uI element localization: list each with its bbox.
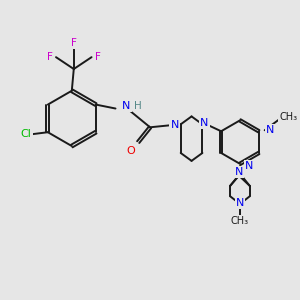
Text: F: F bbox=[94, 52, 100, 62]
Text: N: N bbox=[171, 120, 179, 130]
Text: N: N bbox=[235, 167, 243, 177]
Text: H: H bbox=[134, 100, 142, 111]
Text: N: N bbox=[236, 198, 244, 208]
Text: N: N bbox=[245, 161, 253, 171]
Text: CH₃: CH₃ bbox=[231, 216, 249, 226]
Text: N: N bbox=[122, 100, 130, 111]
Text: F: F bbox=[47, 52, 53, 62]
Text: O: O bbox=[126, 146, 135, 156]
Text: CH₃: CH₃ bbox=[279, 112, 298, 122]
Text: Cl: Cl bbox=[21, 129, 32, 139]
Text: F: F bbox=[71, 38, 77, 48]
Text: N: N bbox=[200, 118, 208, 128]
Text: N: N bbox=[266, 125, 274, 135]
